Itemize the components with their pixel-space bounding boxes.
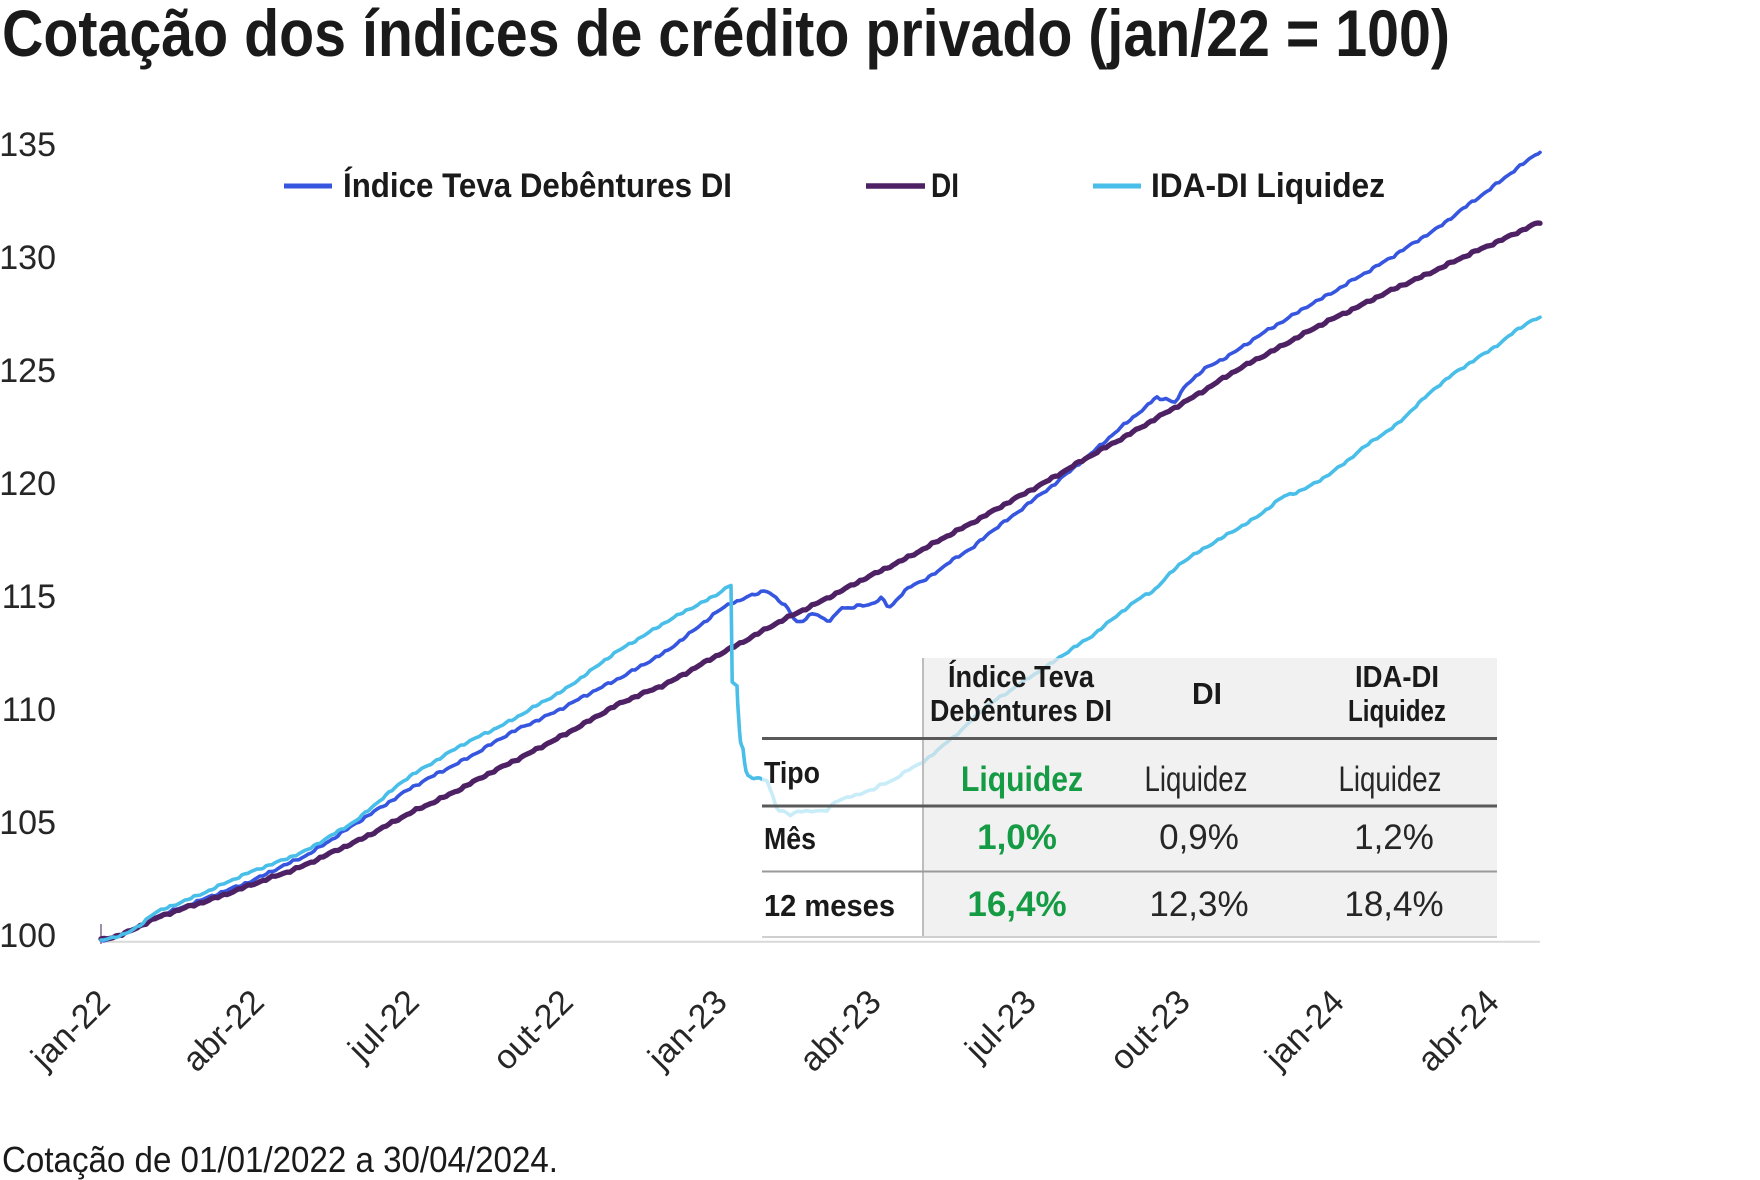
svg-text:Liquidez: Liquidez <box>1145 760 1248 799</box>
svg-text:IDA-DI: IDA-DI <box>1355 659 1439 694</box>
svg-text:Índice Teva Debêntures DI: Índice Teva Debêntures DI <box>343 167 732 205</box>
svg-text:1,2%: 1,2% <box>1354 818 1434 857</box>
svg-text:DI: DI <box>931 167 959 205</box>
svg-text:105: 105 <box>0 804 56 842</box>
svg-text:abr-22: abr-22 <box>175 983 271 1079</box>
svg-text:jul-22: jul-22 <box>340 983 426 1069</box>
svg-text:135: 135 <box>0 126 56 164</box>
svg-text:out-23: out-23 <box>1103 983 1198 1078</box>
svg-text:DI: DI <box>1192 676 1222 711</box>
svg-text:12 meses: 12 meses <box>764 888 895 923</box>
svg-text:abr-23: abr-23 <box>792 983 888 1079</box>
svg-text:125: 125 <box>0 352 56 390</box>
svg-text:130: 130 <box>0 239 56 277</box>
svg-text:Cotação de 01/01/2022 a 30/04/: Cotação de 01/01/2022 a 30/04/2024. <box>2 1139 558 1180</box>
svg-text:Liquidez: Liquidez <box>961 760 1083 799</box>
svg-text:120: 120 <box>0 465 56 503</box>
svg-text:jan-22: jan-22 <box>23 983 117 1077</box>
svg-text:110: 110 <box>2 691 56 729</box>
svg-text:jan-23: jan-23 <box>640 983 734 1077</box>
svg-text:Mês: Mês <box>764 821 816 856</box>
svg-text:18,4%: 18,4% <box>1344 885 1443 924</box>
svg-text:Debêntures DI: Debêntures DI <box>930 693 1112 728</box>
svg-text:Índice Teva: Índice Teva <box>948 659 1095 694</box>
svg-text:Cotação dos índices de crédito: Cotação dos índices de crédito privado (… <box>2 0 1450 70</box>
svg-text:1,0%: 1,0% <box>977 818 1057 857</box>
svg-text:out-22: out-22 <box>486 983 581 1078</box>
svg-text:12,3%: 12,3% <box>1149 885 1248 924</box>
svg-text:115: 115 <box>2 578 56 616</box>
svg-text:Liquidez: Liquidez <box>1339 760 1442 799</box>
svg-text:0,9%: 0,9% <box>1159 818 1239 857</box>
svg-text:Liquidez: Liquidez <box>1348 693 1446 728</box>
svg-text:100: 100 <box>0 917 56 955</box>
svg-text:16,4%: 16,4% <box>967 885 1066 924</box>
svg-text:abr-24: abr-24 <box>1410 983 1506 1079</box>
svg-text:IDA-DI Liquidez: IDA-DI Liquidez <box>1151 167 1385 205</box>
svg-text:Tipo: Tipo <box>764 755 820 790</box>
svg-text:jul-23: jul-23 <box>957 983 1043 1069</box>
svg-text:jan-24: jan-24 <box>1257 983 1351 1077</box>
